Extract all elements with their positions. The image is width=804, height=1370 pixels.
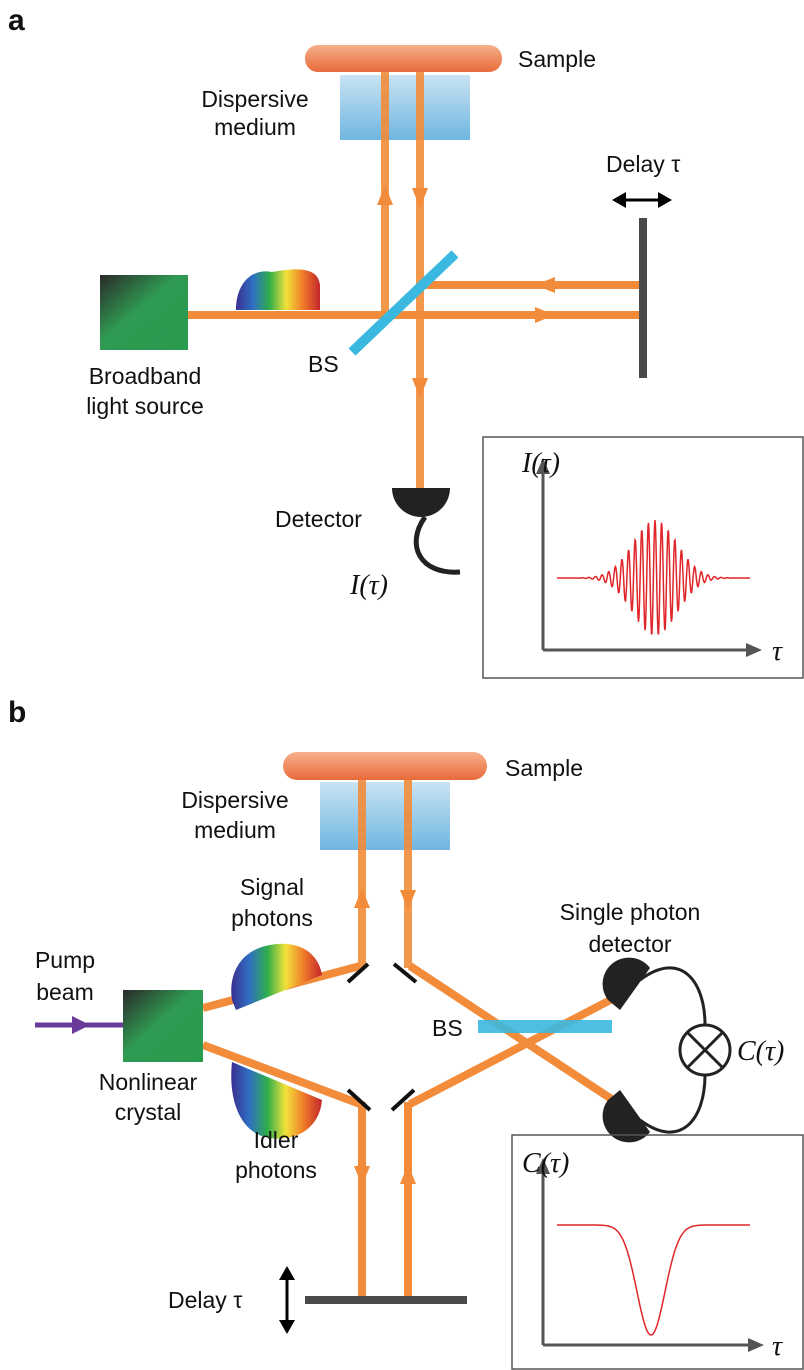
cable — [416, 517, 460, 572]
bs-label: BS — [308, 351, 339, 377]
output-label: C(τ) — [737, 1036, 784, 1067]
arrow — [377, 185, 393, 205]
arrow — [746, 643, 762, 657]
sample — [283, 752, 487, 780]
medium-label: Dispersive — [181, 787, 288, 813]
source-label: light source — [86, 393, 204, 419]
arrow — [748, 1338, 764, 1352]
detector — [392, 488, 450, 517]
inset-y-label: C(τ) — [522, 1148, 569, 1179]
arrow — [279, 1320, 295, 1334]
detector-label: Detector — [275, 506, 362, 532]
pump-label: Pump — [35, 947, 95, 973]
light-source — [100, 275, 188, 350]
spectrum — [236, 269, 320, 310]
pump-label: beam — [36, 979, 94, 1005]
arrow — [354, 1166, 370, 1186]
spectrum — [231, 944, 322, 1010]
arrow — [535, 277, 555, 293]
idler-label: photons — [235, 1157, 317, 1183]
arrow — [72, 1016, 90, 1034]
arrow — [612, 192, 626, 208]
arrow — [400, 1164, 416, 1184]
crystal-label: Nonlinear — [99, 1069, 198, 1095]
inset-x-label: τ — [772, 636, 783, 667]
delay-label: Delay τ — [168, 1287, 242, 1313]
arrow — [400, 890, 416, 910]
cable — [640, 1075, 705, 1132]
arrow — [412, 378, 428, 398]
panel-label: a — [8, 4, 25, 37]
nonlinear-crystal — [123, 990, 203, 1062]
arrow — [412, 188, 428, 208]
signal-label: photons — [231, 905, 313, 931]
beam-splitter — [352, 254, 455, 352]
detector-label: Single photon — [560, 899, 701, 925]
sample — [305, 45, 502, 72]
source-label: Broadband — [89, 363, 202, 389]
inset-y-label: I(τ) — [521, 448, 560, 479]
delay-label: Delay τ — [606, 151, 680, 177]
arrow — [658, 192, 672, 208]
arrow — [535, 307, 555, 323]
signal-label: Signal — [240, 874, 304, 900]
interferogram — [557, 520, 750, 634]
idler-label: Idler — [254, 1127, 299, 1153]
arrow — [354, 888, 370, 908]
medium-label: medium — [194, 817, 276, 843]
arrow — [279, 1266, 295, 1280]
panel-label: b — [8, 696, 26, 729]
cable — [640, 968, 705, 1025]
inset-x-label: τ — [772, 1331, 783, 1362]
sample-label: Sample — [505, 755, 583, 781]
page: a Sample Dispersive medium Broadband lig… — [0, 0, 804, 1370]
dispersive-medium — [320, 782, 450, 850]
medium-label: medium — [214, 114, 296, 140]
figure: a Sample Dispersive medium Broadband lig… — [0, 0, 804, 1370]
beam-splitter — [478, 1020, 612, 1033]
dispersive-medium — [340, 75, 470, 140]
output-label: I(τ) — [349, 570, 388, 601]
detector-label: detector — [588, 931, 671, 957]
medium-label: Dispersive — [201, 86, 308, 112]
sample-label: Sample — [518, 46, 596, 72]
hom-dip — [557, 1225, 750, 1335]
crystal-label: crystal — [115, 1099, 181, 1125]
bs-label: BS — [432, 1015, 463, 1041]
